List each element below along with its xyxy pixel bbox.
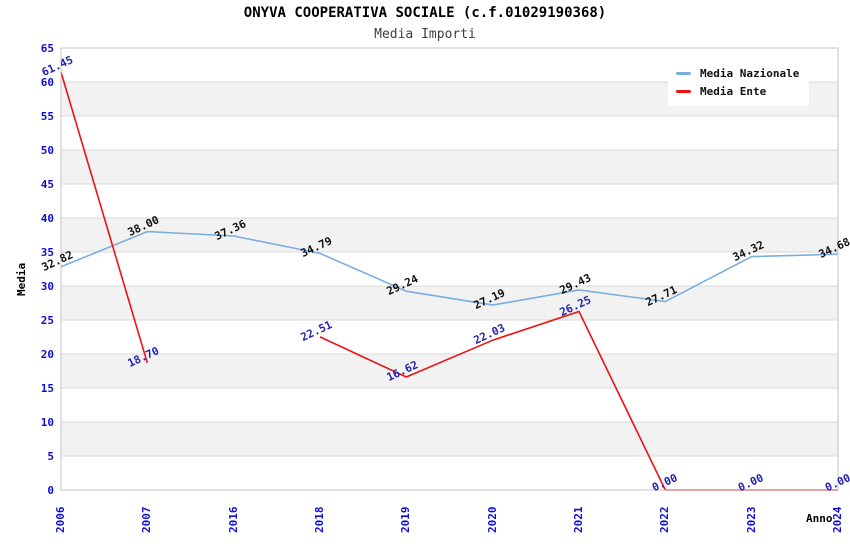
y-tick-label: 5 bbox=[47, 449, 54, 463]
data-label-anchor: 34.68 bbox=[816, 229, 850, 261]
y-tick-label: 15 bbox=[40, 381, 54, 395]
y-tick-label: 25 bbox=[40, 313, 54, 327]
chart-subtitle: Media Importi bbox=[374, 27, 476, 42]
x-tick-label: 2020 bbox=[485, 506, 499, 534]
x-tick-label: 2023 bbox=[744, 506, 758, 534]
data-label-anchor: 0.00 bbox=[822, 465, 850, 494]
data-label-anchor: 0.00 bbox=[736, 465, 766, 494]
grid-band bbox=[61, 354, 838, 388]
series-line-1 bbox=[319, 310, 838, 491]
grid-band bbox=[61, 422, 838, 456]
x-tick-label: 2018 bbox=[313, 506, 326, 534]
plot-border bbox=[60, 47, 839, 491]
y-tick-label: 30 bbox=[40, 279, 54, 293]
x-tick-label: 2021 bbox=[572, 506, 585, 534]
y-tick-label: 40 bbox=[40, 211, 54, 225]
data-label-anchor: 16.62 bbox=[385, 352, 421, 384]
line-marker-icon bbox=[676, 71, 691, 75]
data-label-anchor: 26.25 bbox=[557, 287, 593, 319]
legend-label: Media Nazionale bbox=[700, 66, 800, 80]
legend-item-media-nazionale: Media Nazionale bbox=[676, 64, 799, 82]
y-tick-label: 45 bbox=[40, 177, 54, 191]
y-tick-label: 0 bbox=[47, 483, 54, 497]
data-label-anchor: 27.71 bbox=[644, 277, 680, 309]
data-label-anchor: 32.82 bbox=[39, 242, 75, 274]
x-tick-label: 2019 bbox=[399, 506, 413, 534]
y-tick-label: 55 bbox=[40, 109, 54, 123]
data-label-anchor: 34.79 bbox=[298, 228, 334, 261]
data-label-anchor: 34.32 bbox=[730, 232, 766, 264]
x-tick-label: 2022 bbox=[658, 506, 672, 534]
data-label-anchor: 29.43 bbox=[557, 265, 593, 297]
data-label-anchor: 27.19 bbox=[471, 280, 507, 312]
y-tick-label: 20 bbox=[40, 347, 54, 361]
chart-title: ONYVA COOPERATIVA SOCIALE (c.f.010291903… bbox=[243, 5, 607, 21]
grid-band bbox=[61, 218, 838, 252]
data-label-anchor: 22.51 bbox=[298, 312, 334, 344]
legend-item-media-ente: Media Ente bbox=[676, 82, 799, 100]
series-line-0 bbox=[60, 230, 839, 306]
x-axis-title: Anno bbox=[806, 512, 833, 525]
data-label-anchor: 22.03 bbox=[471, 315, 507, 347]
y-tick-label: 10 bbox=[40, 415, 54, 429]
y-tick-label: 50 bbox=[40, 143, 54, 157]
grid-band bbox=[61, 286, 838, 320]
y-tick-label: 60 bbox=[40, 75, 54, 89]
line-marker-icon bbox=[676, 89, 691, 93]
x-tick-label: 2006 bbox=[54, 506, 67, 534]
series-line-1 bbox=[60, 71, 149, 364]
data-label-anchor: 18.70 bbox=[126, 338, 162, 370]
legend-label: Media Ente bbox=[700, 84, 767, 98]
data-label-anchor: 0.00 bbox=[650, 465, 680, 494]
data-label-anchor: 29.24 bbox=[385, 266, 421, 298]
data-label-anchor: 61.45 bbox=[39, 47, 75, 79]
y-tick-label: 65 bbox=[40, 41, 54, 55]
y-tick-label: 35 bbox=[40, 245, 54, 259]
data-label-anchor: 37.36 bbox=[212, 211, 248, 243]
data-label-anchor: 38.00 bbox=[126, 207, 162, 239]
x-tick-label: 2007 bbox=[140, 506, 154, 534]
x-tick-label: 2016 bbox=[226, 506, 240, 534]
legend: Media Nazionale Media Ente bbox=[668, 60, 810, 106]
grid-band bbox=[61, 150, 838, 184]
